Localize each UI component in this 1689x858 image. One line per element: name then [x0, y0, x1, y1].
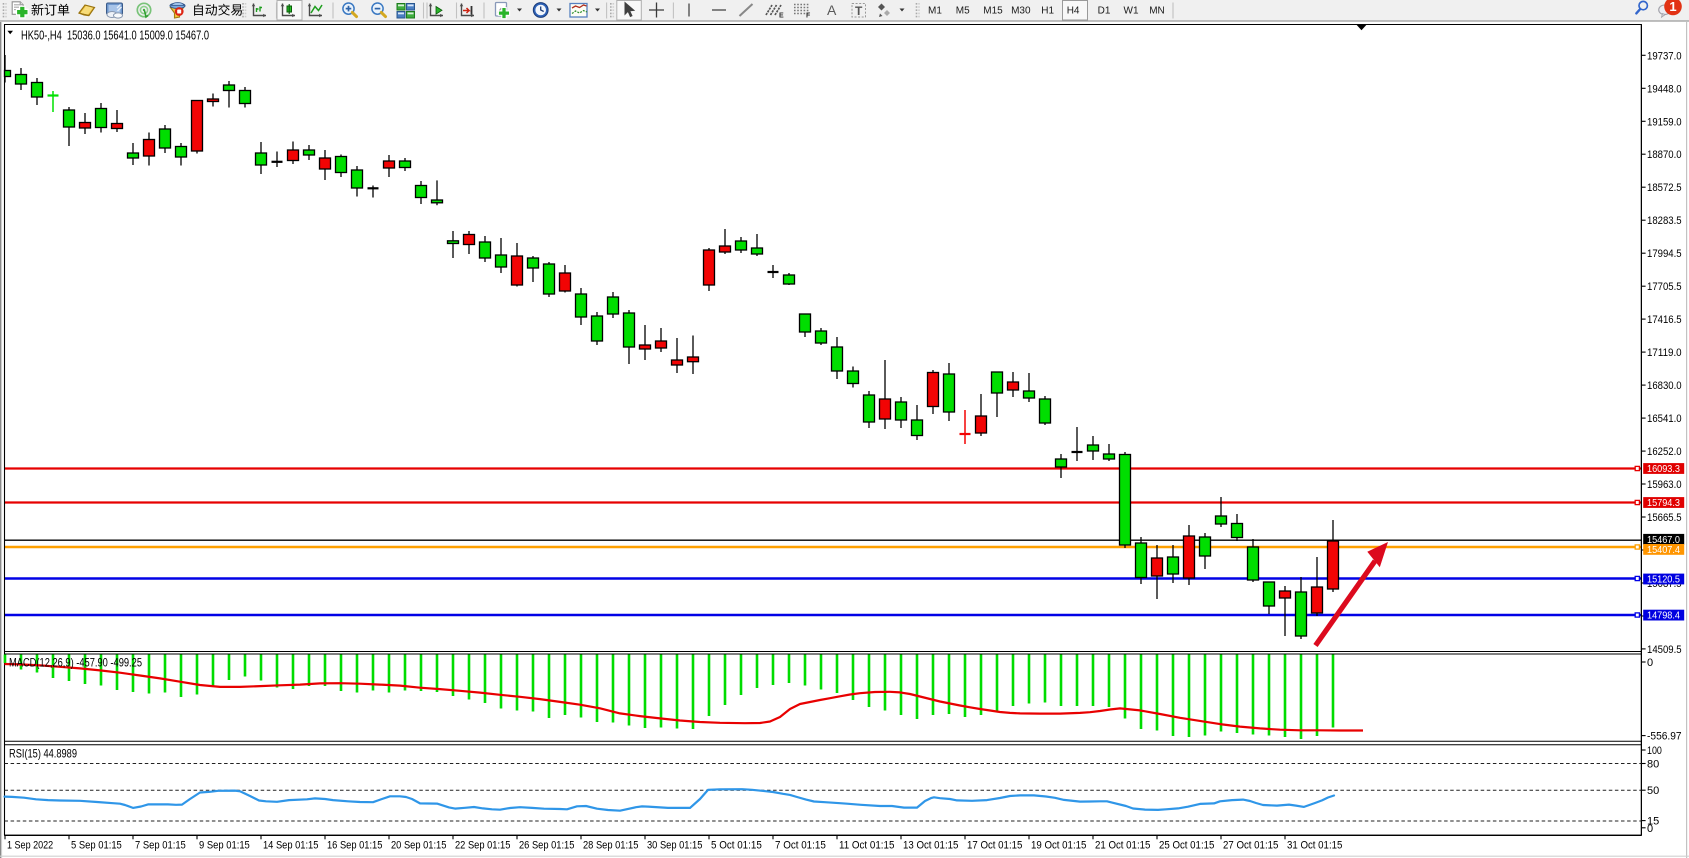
svg-text:D1: D1 — [1098, 6, 1111, 17]
svg-text:30 Sep 01:15: 30 Sep 01:15 — [647, 840, 702, 852]
svg-text:M15: M15 — [983, 6, 1003, 17]
svg-text:17416.5: 17416.5 — [1647, 314, 1682, 326]
svg-text:MACD(12,26,9) -457.90 -499.25: MACD(12,26,9) -457.90 -499.25 — [9, 656, 142, 670]
svg-text:19159.0: 19159.0 — [1647, 116, 1682, 128]
svg-text:5 Oct 01:15: 5 Oct 01:15 — [711, 840, 762, 852]
svg-text:7 Sep 01:15: 7 Sep 01:15 — [135, 840, 186, 852]
svg-text:9 Sep 01:15: 9 Sep 01:15 — [199, 840, 250, 852]
svg-text:14509.5: 14509.5 — [1647, 644, 1682, 656]
svg-text:19 Oct 01:15: 19 Oct 01:15 — [1031, 840, 1086, 852]
svg-text:14 Sep 01:15: 14 Sep 01:15 — [263, 840, 318, 852]
svg-text:15963.0: 15963.0 — [1647, 479, 1682, 491]
svg-text:F: F — [806, 13, 811, 20]
svg-text:W1: W1 — [1124, 6, 1139, 17]
svg-text:H4: H4 — [1067, 6, 1080, 17]
svg-text:HK50-,H4 15036.0 15641.0 1500: HK50-,H4 15036.0 15641.0 15009.0 15467.0 — [21, 29, 209, 43]
svg-text:16541.0: 16541.0 — [1647, 413, 1682, 425]
svg-text:15: 15 — [1647, 816, 1659, 828]
svg-text:-556.97: -556.97 — [1647, 731, 1682, 743]
svg-text:100: 100 — [1647, 745, 1662, 757]
svg-text:31 Oct 01:15: 31 Oct 01:15 — [1287, 840, 1342, 852]
svg-text:5 Sep 01:15: 5 Sep 01:15 — [71, 840, 122, 852]
svg-text:M5: M5 — [956, 6, 970, 17]
svg-text:RSI(15) 44.8989: RSI(15) 44.8989 — [9, 747, 77, 761]
svg-text:16830.0: 16830.0 — [1647, 380, 1682, 392]
svg-text:MN: MN — [1149, 6, 1165, 17]
svg-text:A: A — [827, 2, 837, 18]
svg-text:15665.5: 15665.5 — [1647, 512, 1682, 524]
svg-text:1: 1 — [1669, 0, 1676, 14]
svg-text:26 Sep 01:15: 26 Sep 01:15 — [519, 840, 574, 852]
svg-text:15794.3: 15794.3 — [1647, 497, 1680, 509]
svg-text:18572.5: 18572.5 — [1647, 182, 1682, 194]
svg-text:11 Oct 01:15: 11 Oct 01:15 — [839, 840, 894, 852]
svg-text:22 Sep 01:15: 22 Sep 01:15 — [455, 840, 510, 852]
svg-text:14798.4: 14798.4 — [1647, 610, 1680, 622]
svg-text:0: 0 — [1647, 823, 1653, 835]
svg-text:17994.5: 17994.5 — [1647, 248, 1682, 260]
svg-text:25 Oct 01:15: 25 Oct 01:15 — [1159, 840, 1214, 852]
svg-text:1 Sep 2022: 1 Sep 2022 — [7, 840, 53, 852]
svg-text:20 Sep 01:15: 20 Sep 01:15 — [391, 840, 446, 852]
svg-text:80: 80 — [1647, 759, 1659, 771]
svg-text:M30: M30 — [1011, 6, 1031, 17]
svg-text:50: 50 — [1647, 785, 1659, 797]
svg-text:17705.5: 17705.5 — [1647, 281, 1682, 293]
svg-text:H1: H1 — [1041, 6, 1054, 17]
svg-text:13 Oct 01:15: 13 Oct 01:15 — [903, 840, 958, 852]
svg-text:27 Oct 01:15: 27 Oct 01:15 — [1223, 840, 1278, 852]
svg-text:16093.3: 16093.3 — [1647, 463, 1680, 475]
svg-text:7 Oct 01:15: 7 Oct 01:15 — [775, 840, 826, 852]
svg-text:18283.5: 18283.5 — [1647, 215, 1682, 227]
svg-text:M1: M1 — [928, 6, 942, 17]
svg-text:16 Sep 01:15: 16 Sep 01:15 — [327, 840, 382, 852]
svg-text:19737.0: 19737.0 — [1647, 50, 1682, 62]
svg-text:19448.0: 19448.0 — [1647, 83, 1682, 95]
svg-text:16252.0: 16252.0 — [1647, 446, 1682, 458]
svg-text:T: T — [855, 4, 863, 18]
svg-text:17 Oct 01:15: 17 Oct 01:15 — [967, 840, 1022, 852]
svg-text:17119.0: 17119.0 — [1647, 347, 1682, 359]
svg-text:15120.5: 15120.5 — [1647, 574, 1680, 586]
svg-text:18870.0: 18870.0 — [1647, 149, 1682, 161]
svg-text:15467.0: 15467.0 — [1647, 534, 1680, 546]
svg-text:15407.4: 15407.4 — [1647, 544, 1680, 556]
svg-text:0: 0 — [1647, 657, 1653, 669]
svg-text:E: E — [779, 13, 784, 20]
svg-text:21 Oct 01:15: 21 Oct 01:15 — [1095, 840, 1150, 852]
svg-text:28 Sep 01:15: 28 Sep 01:15 — [583, 840, 638, 852]
